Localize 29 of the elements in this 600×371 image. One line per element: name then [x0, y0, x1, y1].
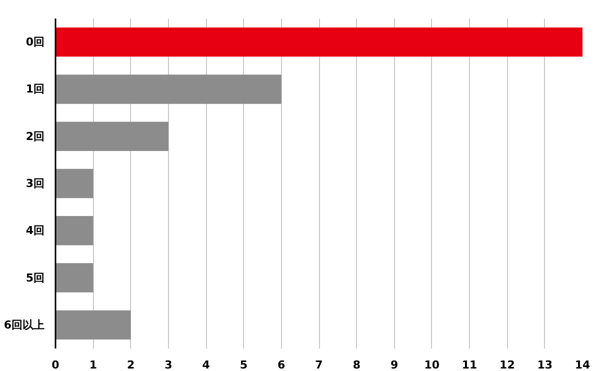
x-tick-label: 3 — [164, 358, 172, 371]
x-tick-label: 12 — [500, 358, 515, 371]
bar — [56, 74, 282, 104]
bar — [56, 27, 582, 57]
y-tick-label: 4回 — [26, 224, 44, 238]
x-tick-label: 11 — [462, 358, 478, 371]
bar — [56, 216, 94, 246]
x-tick-label: 14 — [574, 358, 590, 371]
bar — [56, 263, 94, 292]
x-tick-label: 7 — [315, 358, 323, 371]
x-tick-label: 5 — [240, 358, 248, 371]
y-tick-label: 1回 — [26, 82, 44, 96]
x-tick-label: 13 — [537, 358, 553, 371]
x-tick-label: 2 — [126, 358, 135, 371]
x-tick-label: 1 — [89, 358, 97, 371]
bar — [56, 122, 168, 151]
y-tick-label: 6回以上 — [4, 318, 44, 332]
x-tick-label: 10 — [424, 358, 440, 371]
bar — [56, 168, 94, 198]
bar — [56, 310, 131, 340]
y-tick-label: 0回 — [26, 36, 44, 49]
y-tick-label: 5回 — [26, 271, 44, 284]
x-tick-label: 9 — [390, 358, 398, 371]
x-tick-label: 8 — [352, 358, 360, 371]
y-tick-label: 3回 — [26, 177, 44, 190]
x-tick-label: 0 — [52, 358, 60, 371]
y-tick-label: 2回 — [26, 130, 44, 143]
x-tick-label: 4 — [202, 358, 210, 371]
x-tick-label: 6 — [278, 358, 286, 371]
